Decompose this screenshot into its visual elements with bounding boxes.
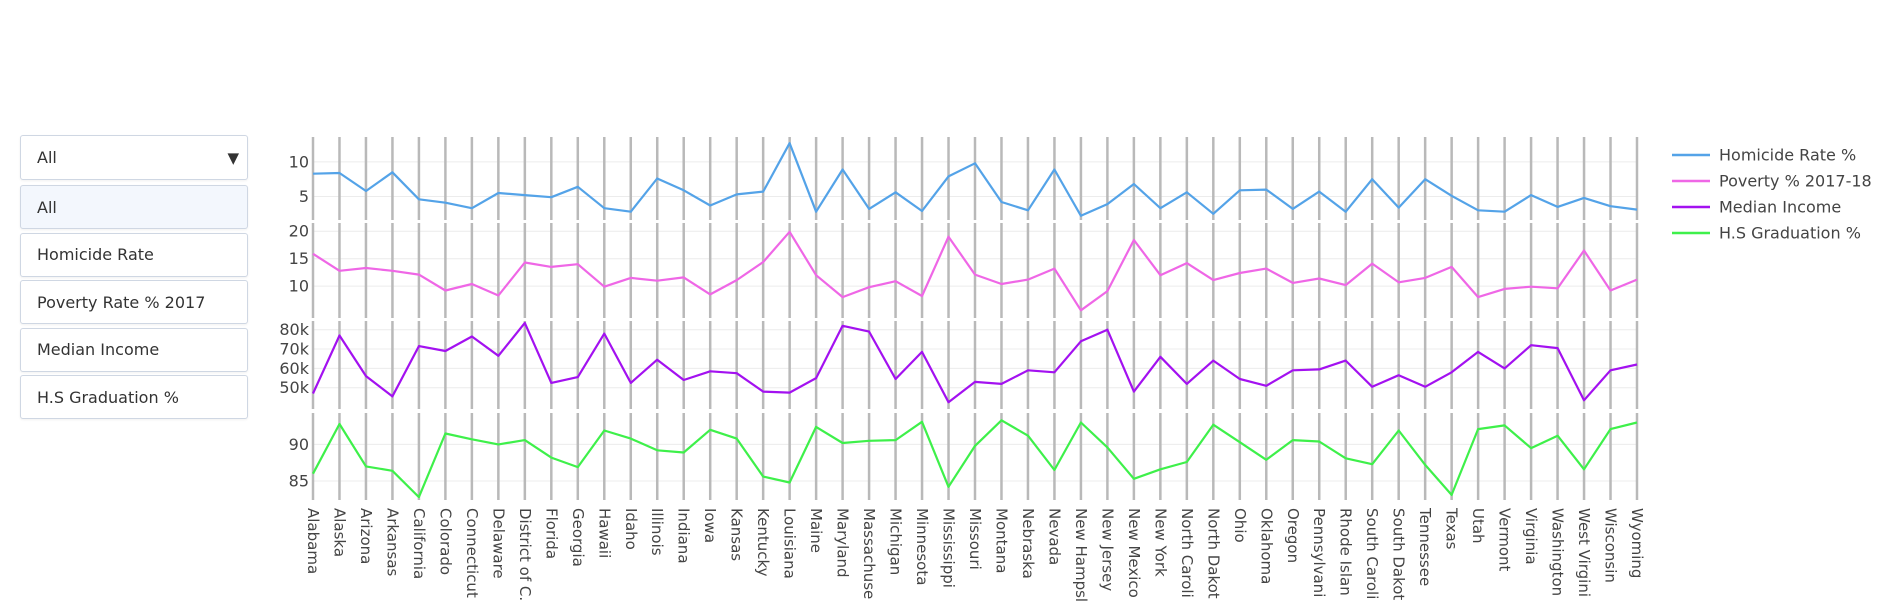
- filter-selected-value: All: [37, 148, 57, 167]
- x-tick-label: North Dakot: [1204, 508, 1222, 599]
- x-tick-label: Illinois: [648, 508, 666, 556]
- y-tick-label: 80k: [279, 320, 309, 339]
- series-line-poverty-2017-18: [312, 230, 1638, 312]
- x-tick-label: Missouri: [966, 508, 984, 570]
- x-tick-label: District of C.: [516, 508, 534, 601]
- series-line-median-income: [311, 321, 1638, 404]
- y-tick-label: 50k: [279, 378, 309, 397]
- series-line-h-s-graduation: [312, 419, 1638, 499]
- legend: Homicide Rate % Poverty % 2017-18 Median I…: [1672, 146, 1872, 243]
- y-tick-label: 20: [289, 222, 309, 241]
- x-tick-label: Arizona: [357, 508, 375, 564]
- x-tick-label: Oklahoma: [1257, 508, 1275, 584]
- x-tick-label: Rhode Islan: [1337, 508, 1355, 596]
- x-tick-label: Iowa: [701, 508, 719, 543]
- x-tick-label: Kentucky: [754, 508, 772, 577]
- filter-option-homicide-rate[interactable]: Homicide Rate: [20, 232, 248, 277]
- x-tick-label: Wyoming: [1628, 508, 1646, 578]
- x-tick-label: West Virgini: [1575, 508, 1593, 597]
- x-tick-label: Wisconsin: [1602, 508, 1620, 583]
- filter-select[interactable]: All ▼: [20, 135, 248, 180]
- x-tick-label: Idaho: [622, 508, 640, 550]
- x-tick-label: New Hampsl: [1072, 508, 1090, 602]
- x-tick-label: Hawaii: [595, 508, 613, 558]
- x-tick-label: Oregon: [1284, 508, 1302, 563]
- series-line-homicide-rate: [312, 142, 1638, 217]
- x-tick-label: New Jersey: [1098, 508, 1116, 591]
- y-tick-label: 85: [289, 471, 309, 490]
- x-tick-label: North Caroli: [1178, 508, 1196, 598]
- x-tick-label: New York: [1151, 508, 1169, 577]
- x-tick-label: Delaware: [489, 508, 507, 579]
- x-tick-label: South Dakot: [1390, 508, 1408, 600]
- x-tick-label: Ohio: [1231, 508, 1249, 543]
- filter-option-all[interactable]: All: [20, 185, 248, 229]
- x-tick-label: Michigan: [887, 508, 905, 575]
- y-tick-label: 90: [289, 435, 309, 454]
- legend-item: Homicide Rate %: [1719, 146, 1856, 165]
- x-tick-label: Montana: [992, 508, 1010, 573]
- x-tick-label: Utah: [1469, 508, 1487, 544]
- filter-option-hs-graduation[interactable]: H.S Graduation %: [20, 375, 248, 419]
- x-tick-label: Nebraska: [1019, 508, 1037, 579]
- y-tick-label: 5: [299, 187, 309, 206]
- legend-item: Median Income: [1719, 198, 1841, 217]
- x-tick-label: Maine: [807, 508, 825, 553]
- legend-item: H.S Graduation %: [1719, 224, 1861, 243]
- x-tick-label: Colorado: [436, 508, 454, 575]
- y-tick-label: 10: [289, 152, 309, 171]
- x-tick-label: Connecticut: [463, 508, 481, 598]
- x-tick-label: Tennessee: [1416, 507, 1434, 586]
- x-tick-label: Texas: [1443, 507, 1461, 550]
- x-tick-label: Minnesota: [913, 508, 931, 585]
- x-tick-label: Georgia: [569, 508, 587, 567]
- x-tick-label: Pennsylvani: [1310, 508, 1328, 597]
- filter-options-menu: All Homicide Rate Poverty Rate % 2017 Me…: [20, 185, 248, 423]
- x-tick-label: Kansas: [728, 508, 746, 561]
- x-tick-label: Virginia: [1522, 508, 1540, 565]
- x-tick-label: Massachuse: [860, 508, 878, 599]
- legend-item: Poverty % 2017-18: [1719, 172, 1872, 191]
- x-tick-label: Louisiana: [781, 508, 799, 579]
- filter-option-poverty-rate[interactable]: Poverty Rate % 2017: [20, 280, 248, 324]
- y-tick-label: 10: [289, 277, 309, 296]
- x-tick-label: Maryland: [834, 508, 852, 578]
- filter-option-median-income[interactable]: Median Income: [20, 327, 248, 372]
- x-tick-label: Washington: [1549, 508, 1567, 596]
- x-tick-label: Mississippi: [940, 508, 958, 588]
- x-tick-label: California: [410, 508, 428, 579]
- y-tick-label: 60k: [279, 359, 309, 378]
- x-tick-label: Alabama: [304, 508, 322, 574]
- x-tick-label: New Mexico: [1125, 508, 1143, 598]
- x-tick-label: Florida: [542, 508, 560, 559]
- x-tick-label: Arkansas: [383, 508, 401, 577]
- x-tick-label: Vermont: [1496, 508, 1514, 572]
- x-tick-label: South Caroli: [1363, 508, 1381, 599]
- x-tick-label: Nevada: [1045, 508, 1063, 565]
- y-tick-label: 15: [289, 249, 309, 268]
- y-tick-label: 70k: [279, 340, 309, 359]
- chevron-down-icon[interactable]: ▼: [227, 148, 239, 167]
- x-tick-label: Indiana: [675, 508, 693, 564]
- x-tick-label: Alaska: [330, 508, 348, 557]
